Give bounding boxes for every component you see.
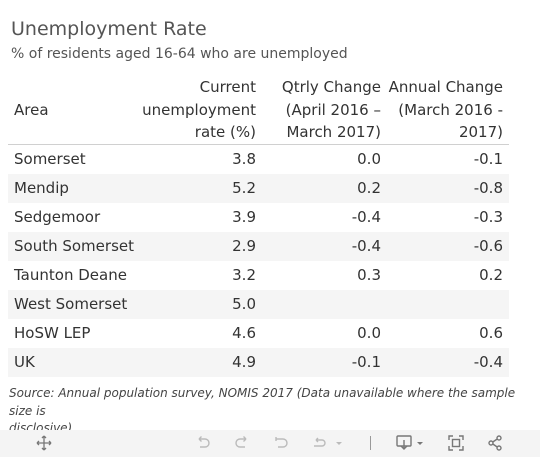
cell-annual-change: 0.2 — [479, 266, 503, 284]
page-subtitle: % of residents aged 16-64 who are unempl… — [11, 46, 348, 62]
cell-area: West Somerset — [14, 295, 128, 313]
header-ann-line: 2017) — [458, 123, 503, 141]
cell-area: South Somerset — [14, 237, 134, 255]
cell-quarterly-change: -0.4 — [351, 237, 381, 255]
page-title: Unemployment Rate — [11, 18, 207, 40]
cell-rate: 5.2 — [232, 179, 256, 197]
header-ann-line: Annual Change — [388, 78, 503, 96]
table-row: Sedgemoor 3.9 -0.4 -0.3 — [8, 203, 509, 232]
table-row: Somerset 3.8 0.0 -0.1 — [8, 145, 509, 174]
cell-area: Sedgemoor — [14, 208, 101, 226]
cell-rate: 5.0 — [232, 295, 256, 313]
cell-quarterly-change: 0.0 — [357, 150, 381, 168]
table-row: West Somerset 5.0 — [8, 290, 509, 319]
data-table: Area Current unemployment rate (%) Qtrly… — [8, 76, 509, 377]
cell-rate: 3.8 — [232, 150, 256, 168]
header-annual-change: Annual Change (March 2016 - 2017) — [388, 76, 503, 144]
cell-quarterly-change: -0.4 — [351, 208, 381, 226]
cell-annual-change: 0.6 — [479, 324, 503, 342]
cell-annual-change: -0.8 — [473, 179, 503, 197]
cell-annual-change: -0.3 — [473, 208, 503, 226]
cell-quarterly-change: 0.3 — [357, 266, 381, 284]
cell-rate: 2.9 — [232, 237, 256, 255]
cell-area: Mendip — [14, 179, 69, 197]
header-area: Area — [14, 101, 49, 119]
fullscreen-icon[interactable] — [446, 433, 466, 453]
revert-icon[interactable] — [271, 433, 291, 453]
move-icon[interactable] — [34, 433, 54, 453]
table-body: Somerset 3.8 0.0 -0.1 Mendip 5.2 0.2 -0.8 Sedgem… — [8, 145, 509, 377]
cell-annual-change: -0.4 — [473, 353, 503, 371]
cell-rate: 4.6 — [232, 324, 256, 342]
table-row: HoSW LEP 4.6 0.0 0.6 — [8, 319, 509, 348]
table-header: Area Current unemployment rate (%) Qtrly… — [8, 76, 509, 145]
source-line: Source: Annual population survey, NOMIS … — [9, 386, 516, 418]
cell-rate: 3.9 — [232, 208, 256, 226]
download-icon[interactable] — [394, 433, 428, 453]
table-row: Taunton Deane 3.2 0.3 0.2 — [8, 261, 509, 290]
header-rate-line: rate (%) — [194, 123, 256, 141]
cell-area: HoSW LEP — [14, 324, 91, 342]
table-row: UK 4.9 -0.1 -0.4 — [8, 348, 509, 377]
cell-rate: 4.9 — [232, 353, 256, 371]
toolbar-divider — [370, 436, 371, 450]
header-qtr-line: March 2017) — [286, 123, 381, 141]
header-rate-line: Current — [199, 78, 256, 96]
redo-icon[interactable] — [232, 433, 252, 453]
header-ann-line: (March 2016 - — [398, 100, 503, 119]
cell-rate: 3.2 — [232, 266, 256, 284]
undo-icon[interactable] — [193, 433, 213, 453]
toolbar — [0, 430, 540, 457]
cell-quarterly-change: -0.1 — [351, 353, 381, 371]
cell-annual-change: -0.1 — [473, 150, 503, 168]
cell-area: UK — [14, 353, 35, 371]
cell-area: Taunton Deane — [14, 266, 127, 284]
table-row: South Somerset 2.9 -0.4 -0.6 — [8, 232, 509, 261]
header-rate: Current unemployment rate (%) — [126, 76, 256, 144]
cell-quarterly-change: 0.2 — [357, 179, 381, 197]
refresh-icon[interactable] — [308, 433, 348, 453]
header-qtr-line: Qtrly Change — [281, 78, 381, 96]
header-quarterly-change: Qtrly Change (April 2016 – March 2017) — [271, 76, 381, 144]
table-row: Mendip 5.2 0.2 -0.8 — [8, 174, 509, 203]
cell-annual-change: -0.6 — [473, 237, 503, 255]
cell-quarterly-change: 0.0 — [357, 324, 381, 342]
share-icon[interactable] — [485, 433, 505, 453]
cell-area: Somerset — [14, 150, 86, 168]
header-rate-line: unemployment — [142, 100, 256, 119]
header-qtr-line: (April 2016 – — [285, 100, 381, 119]
